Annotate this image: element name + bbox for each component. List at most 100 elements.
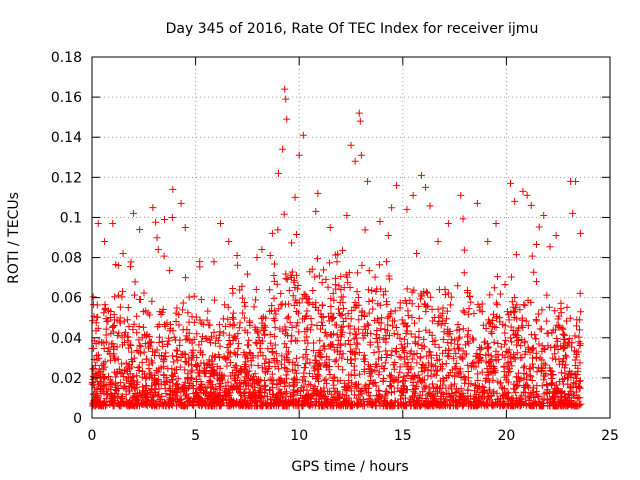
- data-point: [433, 351, 441, 359]
- data-point: [492, 219, 500, 227]
- data-point: [450, 345, 458, 353]
- data-point: [92, 327, 100, 335]
- data-point: [433, 367, 441, 375]
- data-point: [353, 288, 361, 296]
- data-point: [376, 301, 384, 309]
- data-point: [240, 389, 248, 397]
- data-point: [549, 393, 557, 401]
- data-point: [384, 314, 392, 322]
- data-point: [242, 385, 250, 393]
- data-point: [521, 337, 529, 345]
- data-point: [253, 254, 261, 262]
- data-point: [317, 400, 325, 408]
- data-point: [109, 402, 117, 410]
- data-point: [465, 293, 473, 301]
- data-point: [372, 360, 380, 368]
- data-point: [540, 390, 548, 398]
- y-tick-label: 0: [73, 411, 82, 427]
- data-point: [492, 299, 500, 307]
- data-point: [295, 328, 303, 336]
- data-point: [268, 302, 276, 310]
- data-point: [194, 361, 202, 369]
- data-point: [438, 365, 446, 373]
- data-point: [535, 393, 543, 401]
- data-point: [119, 341, 127, 349]
- data-point: [422, 288, 430, 296]
- data-point: [196, 369, 204, 377]
- data-point: [346, 322, 354, 330]
- data-point: [235, 399, 243, 407]
- data-point: [386, 382, 394, 390]
- data-point: [410, 286, 418, 294]
- data-point: [517, 342, 525, 350]
- data-point: [553, 321, 561, 329]
- data-point: [347, 347, 355, 355]
- data-point: [554, 337, 562, 345]
- data-point: [266, 252, 274, 260]
- data-point: [545, 303, 553, 311]
- data-point: [400, 335, 408, 343]
- data-point: [219, 395, 227, 403]
- data-point: [254, 379, 262, 387]
- data-point: [509, 327, 517, 335]
- data-point: [482, 358, 490, 366]
- data-point: [245, 336, 253, 344]
- data-point: [267, 339, 275, 347]
- data-point: [322, 275, 330, 283]
- data-point: [413, 350, 421, 358]
- data-point: [414, 371, 422, 379]
- data-point: [375, 355, 383, 363]
- data-point: [452, 349, 460, 357]
- data-point: [508, 338, 516, 346]
- data-point: [500, 363, 508, 371]
- data-point: [199, 351, 207, 359]
- data-point: [270, 294, 278, 302]
- data-point: [400, 383, 408, 391]
- data-point: [417, 171, 425, 179]
- data-point: [180, 382, 188, 390]
- data-point: [554, 315, 562, 323]
- data-point: [266, 307, 274, 315]
- data-point: [474, 401, 482, 409]
- data-point: [311, 382, 319, 390]
- data-point: [524, 343, 532, 351]
- data-point: [552, 342, 560, 350]
- data-point: [477, 356, 485, 364]
- data-point: [172, 336, 180, 344]
- data-point: [531, 331, 539, 339]
- data-point: [373, 327, 381, 335]
- data-point: [154, 246, 162, 254]
- data-point: [490, 365, 498, 373]
- data-point: [153, 402, 161, 410]
- data-point: [485, 343, 493, 351]
- data-point: [121, 331, 129, 339]
- data-point: [552, 402, 560, 410]
- data-point: [128, 348, 136, 356]
- data-point: [576, 316, 584, 324]
- data-point: [359, 329, 367, 337]
- data-point: [528, 389, 536, 397]
- data-point: [270, 376, 278, 384]
- data-point: [97, 390, 105, 398]
- data-point: [278, 352, 286, 360]
- data-point: [569, 209, 577, 217]
- data-point: [390, 365, 398, 373]
- data-point: [329, 341, 337, 349]
- data-point: [192, 388, 200, 396]
- data-point: [197, 382, 205, 390]
- data-point: [536, 325, 544, 333]
- data-point: [541, 345, 549, 353]
- data-point: [375, 368, 383, 376]
- data-point: [99, 383, 107, 391]
- data-point: [205, 393, 213, 401]
- data-point: [305, 380, 313, 388]
- data-point: [131, 278, 139, 286]
- data-point: [490, 388, 498, 396]
- data-point: [411, 338, 419, 346]
- data-point: [352, 345, 360, 353]
- data-point: [193, 377, 201, 385]
- data-point: [151, 348, 159, 356]
- data-point: [535, 340, 543, 348]
- data-point: [274, 226, 282, 234]
